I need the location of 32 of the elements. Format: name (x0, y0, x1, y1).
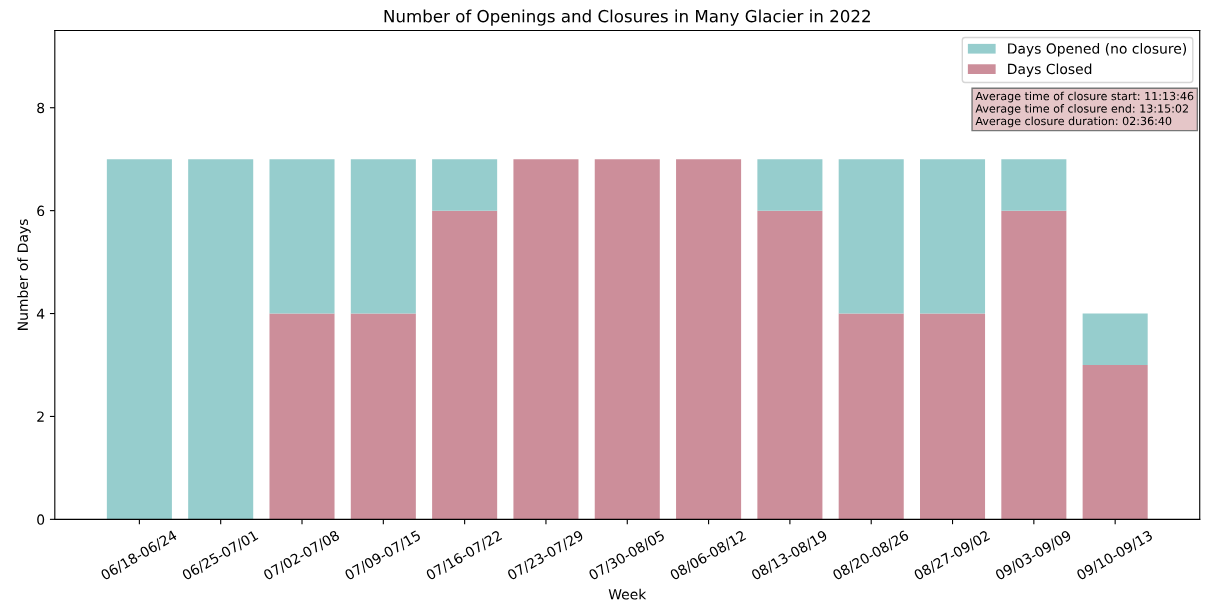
bar (757, 159, 823, 211)
y-axis-title: Number of Days (17, 219, 31, 330)
bar (1082, 364, 1148, 520)
bar (838, 159, 904, 314)
y-tick-label: 0 (37, 514, 45, 525)
legend-label: Days Opened (no closure) (1008, 43, 1187, 57)
bar (676, 159, 742, 520)
bar (269, 313, 335, 520)
chart-title: Number of Openings and Closures in Many Glacier in 2022 (384, 9, 870, 26)
annotation: Average time of closure start: 11:13:46 Average time of closure end: 13:15:02 Average closure duration: 02:36:40 (975, 91, 1194, 128)
bar (432, 159, 498, 211)
bar (757, 210, 823, 520)
bar (1001, 210, 1067, 520)
bar (188, 159, 254, 520)
bar (1082, 313, 1148, 365)
bar (269, 159, 335, 314)
y-tick-label: 6 (37, 205, 45, 217)
x-axis-title: Week (608, 588, 647, 600)
bar (350, 159, 416, 314)
bar (920, 159, 986, 314)
bar (594, 159, 660, 520)
bar (1001, 159, 1067, 211)
y-tick-label: 4 (36, 308, 45, 319)
legend-label: Days Closed (1008, 63, 1092, 77)
bar (920, 313, 986, 520)
bar (838, 313, 904, 520)
y-tick-label: 8 (37, 102, 45, 114)
bar (432, 210, 498, 520)
bar (513, 159, 579, 520)
y-tick-label: 2 (37, 411, 44, 422)
bar (350, 313, 416, 520)
bar (106, 159, 172, 520)
